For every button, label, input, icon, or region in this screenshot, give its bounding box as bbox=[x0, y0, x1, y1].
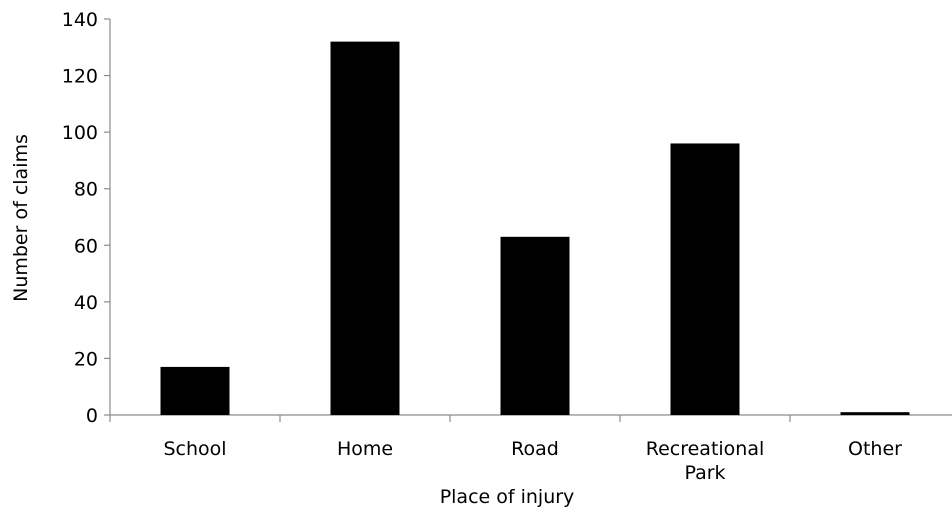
bar bbox=[840, 412, 910, 415]
y-tick-label: 40 bbox=[74, 292, 98, 314]
y-tick-label: 0 bbox=[86, 405, 98, 427]
x-tick-labels: School Home Road Recreational Park Other bbox=[163, 438, 902, 484]
bar bbox=[330, 41, 400, 415]
y-tick-label: 60 bbox=[74, 235, 98, 257]
y-tick-labels: 0 20 40 60 80 100 120 140 bbox=[62, 9, 98, 427]
x-tick-label: Recreational Park bbox=[646, 438, 765, 484]
y-axis-title: Number of claims bbox=[10, 134, 32, 302]
y-tick-label: 100 bbox=[62, 122, 98, 144]
x-tick-label: Home bbox=[337, 438, 393, 460]
x-tick-label-line: Other bbox=[848, 438, 902, 460]
x-tick-label: School bbox=[163, 438, 226, 460]
bar bbox=[160, 366, 230, 415]
y-tick-label: 80 bbox=[74, 179, 98, 201]
bar bbox=[500, 236, 570, 415]
x-tick-label-line: School bbox=[163, 438, 226, 460]
bars bbox=[160, 41, 910, 415]
x-tick-label: Other bbox=[848, 438, 902, 460]
x-tick-label-line: Road bbox=[511, 438, 559, 460]
x-axis-title: Place of injury bbox=[440, 486, 575, 508]
x-tick-label-line: Park bbox=[684, 462, 725, 484]
y-tick-label: 20 bbox=[74, 348, 98, 370]
x-tick-label-line: Recreational bbox=[646, 438, 765, 460]
y-tick-label: 140 bbox=[62, 9, 98, 31]
x-tick-label-line: Home bbox=[337, 438, 393, 460]
y-tick-label: 120 bbox=[62, 66, 98, 88]
bar bbox=[670, 143, 740, 415]
x-tick-label: Road bbox=[511, 438, 559, 460]
